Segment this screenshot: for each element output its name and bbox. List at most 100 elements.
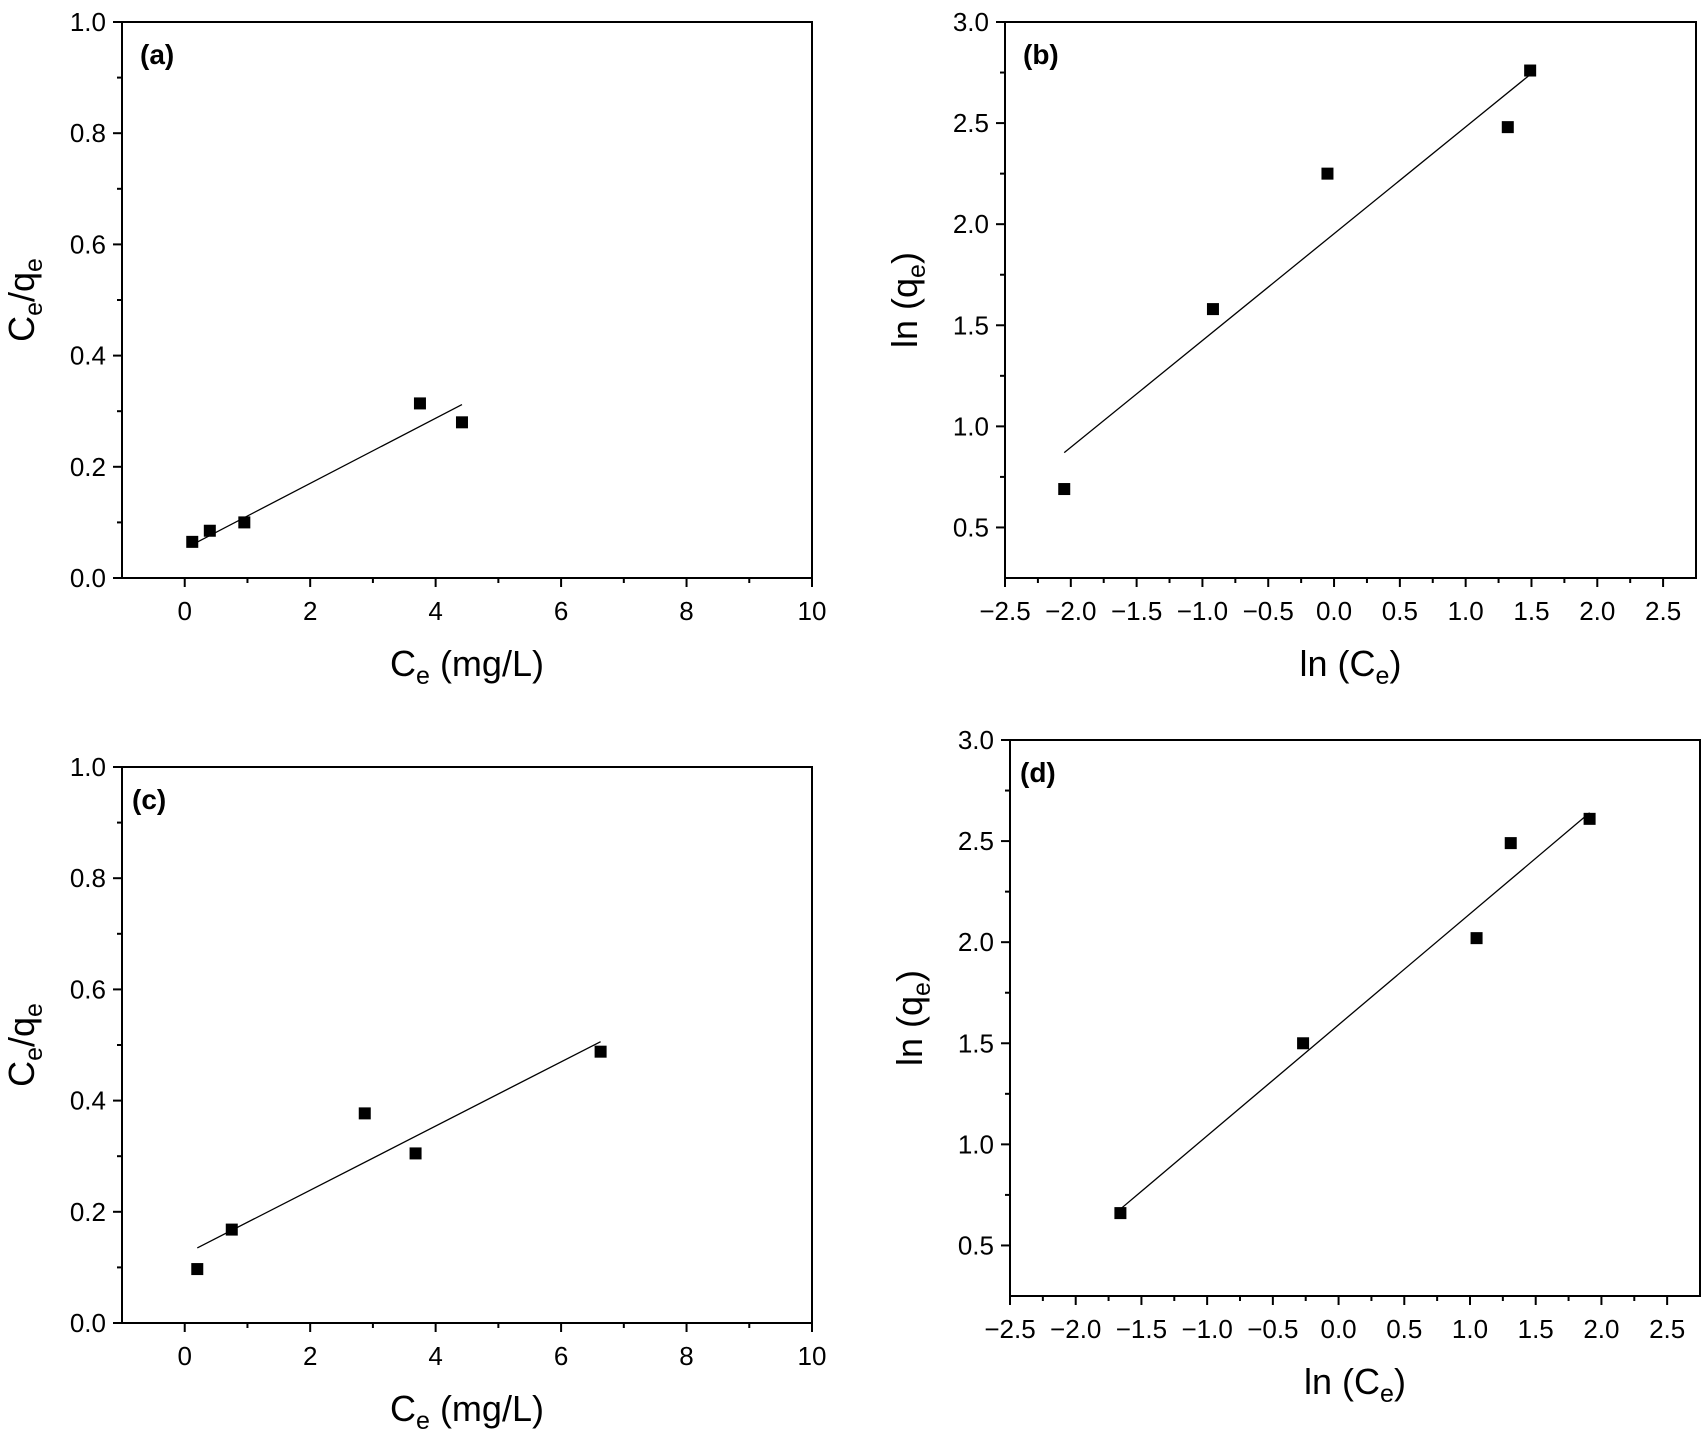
x-tick-label: −2.5 (979, 596, 1030, 626)
plot-frame (121, 21, 813, 579)
x-axis-label-sub: e (416, 1407, 430, 1435)
panel-label: (d) (1020, 757, 1056, 788)
data-point (203, 524, 216, 537)
x-axis-label-suffix: (mg/L) (430, 1388, 544, 1429)
x-tick-label: −1.5 (1116, 1314, 1167, 1344)
panel-label: (b) (1023, 39, 1059, 70)
x-axis-label-suffix: ) (1389, 643, 1401, 684)
y-axis-label: ln (qe) (889, 970, 936, 1066)
x-tick-label: −2.0 (1045, 596, 1096, 626)
x-axis-label-suffix: ) (1394, 1361, 1406, 1402)
data-point (186, 535, 199, 548)
y-axis-label-sub: e (20, 258, 48, 272)
y-axis-label-sub: e (20, 1047, 48, 1061)
y-axis-label-sub: e (20, 302, 48, 316)
y-tick-label: 2.0 (958, 927, 994, 957)
data-point (413, 397, 426, 410)
y-tick-label: 1.5 (953, 310, 989, 340)
x-tick-label: 2.0 (1579, 596, 1615, 626)
y-axis-label-part: C (1, 316, 42, 342)
data-point (1470, 932, 1483, 945)
y-tick-label: 0.2 (70, 452, 106, 482)
data-point (1501, 121, 1514, 134)
x-tick-label: −2.5 (984, 1314, 1035, 1344)
y-tick-label: 0.0 (70, 563, 106, 593)
data-point (594, 1045, 607, 1058)
y-tick-label: 0.8 (70, 118, 106, 148)
plot-frame (1009, 739, 1701, 1297)
x-axis-label: ln (Ce) (1304, 1361, 1406, 1408)
y-tick-label: 1.0 (958, 1129, 994, 1159)
x-tick-label: −1.0 (1181, 1314, 1232, 1344)
data-point (238, 516, 251, 529)
x-tick-label: 8 (679, 596, 693, 626)
x-tick-label: 8 (679, 1341, 693, 1371)
y-axis-label-part: /q (1, 1017, 42, 1047)
x-axis-label-main: C (390, 643, 416, 684)
y-tick-label: 0.0 (70, 1308, 106, 1338)
plot-frame (1004, 21, 1697, 579)
x-axis-label: Ce (mg/L) (390, 643, 544, 690)
y-tick-label: 2.5 (958, 826, 994, 856)
y-tick-label: 0.6 (70, 229, 106, 259)
y-tick-label: 1.5 (958, 1028, 994, 1058)
data-point (1206, 303, 1219, 316)
x-axis-label-sub: e (416, 662, 430, 690)
y-tick-label: 0.2 (70, 1197, 106, 1227)
x-tick-label: 2.5 (1645, 596, 1681, 626)
y-axis-label-sub: e (908, 982, 936, 996)
x-tick-label: 2 (303, 596, 317, 626)
x-tick-label: 10 (798, 1341, 827, 1371)
x-tick-label: 2.0 (1583, 1314, 1619, 1344)
y-tick-label: 0.8 (70, 863, 106, 893)
plot-frame (121, 766, 813, 1324)
y-axis-label-part: C (1, 1061, 42, 1087)
x-axis-label-sub: e (1376, 662, 1390, 690)
x-tick-label: −2.0 (1050, 1314, 1101, 1344)
y-tick-label: 0.4 (70, 1086, 106, 1116)
fit-line (191, 403, 463, 546)
panel-label: (c) (132, 784, 166, 815)
x-tick-label: −1.0 (1177, 596, 1228, 626)
y-axis-label-part: ) (884, 252, 925, 264)
y-tick-label: 0.4 (70, 341, 106, 371)
x-tick-label: 1.5 (1513, 596, 1549, 626)
x-tick-label: −0.5 (1247, 1314, 1298, 1344)
y-tick-label: 3.0 (953, 7, 989, 37)
panel-label: (a) (140, 39, 174, 70)
fit-line (1119, 812, 1591, 1210)
y-tick-label: 0.6 (70, 974, 106, 1004)
data-point (191, 1263, 204, 1276)
x-axis-label: ln (Ce) (1300, 643, 1402, 690)
y-axis-label: Ce/qe (1, 1003, 48, 1087)
x-tick-label: 2.5 (1649, 1314, 1685, 1344)
x-tick-label: 1.0 (1448, 596, 1484, 626)
x-tick-label: 2 (303, 1341, 317, 1371)
x-axis-label-suffix: (mg/L) (430, 643, 544, 684)
x-tick-label: 0.0 (1320, 1314, 1356, 1344)
y-tick-label: 0.5 (958, 1230, 994, 1260)
x-tick-label: 6 (554, 1341, 568, 1371)
y-axis-label-sub: e (20, 1003, 48, 1017)
y-tick-label: 3.0 (958, 725, 994, 755)
x-tick-label: 6 (554, 596, 568, 626)
y-tick-label: 1.0 (70, 752, 106, 782)
panel-a-chart: 0 2 4 6 8 100.00.20.40.60.81.0(a)Ce (mg/L)Ce/… (1, 7, 826, 690)
y-axis-label-sub: e (903, 264, 931, 278)
x-tick-label: −1.5 (1111, 596, 1162, 626)
fit-line (1063, 74, 1531, 454)
panel-d-chart: −2.5 −2.0 −1.5 −1.0 −0.5 0.0 0.5 1.0 1.5 2.0 2.5 0.… (889, 725, 1701, 1408)
x-tick-label: 4 (428, 596, 442, 626)
x-axis-label-main: ln (C (1300, 643, 1376, 684)
data-point (1583, 812, 1596, 825)
data-point (409, 1147, 422, 1160)
y-tick-label: 2.0 (953, 209, 989, 239)
x-axis-label-main: C (390, 1388, 416, 1429)
data-point (225, 1223, 238, 1236)
x-tick-label: 0 (177, 1341, 191, 1371)
y-axis-label-part: ln (q (889, 996, 930, 1066)
x-tick-label: 1.5 (1518, 1314, 1554, 1344)
data-point (358, 1107, 371, 1120)
x-axis-label-sub: e (1380, 1380, 1394, 1408)
y-axis-label-part: ) (889, 970, 930, 982)
